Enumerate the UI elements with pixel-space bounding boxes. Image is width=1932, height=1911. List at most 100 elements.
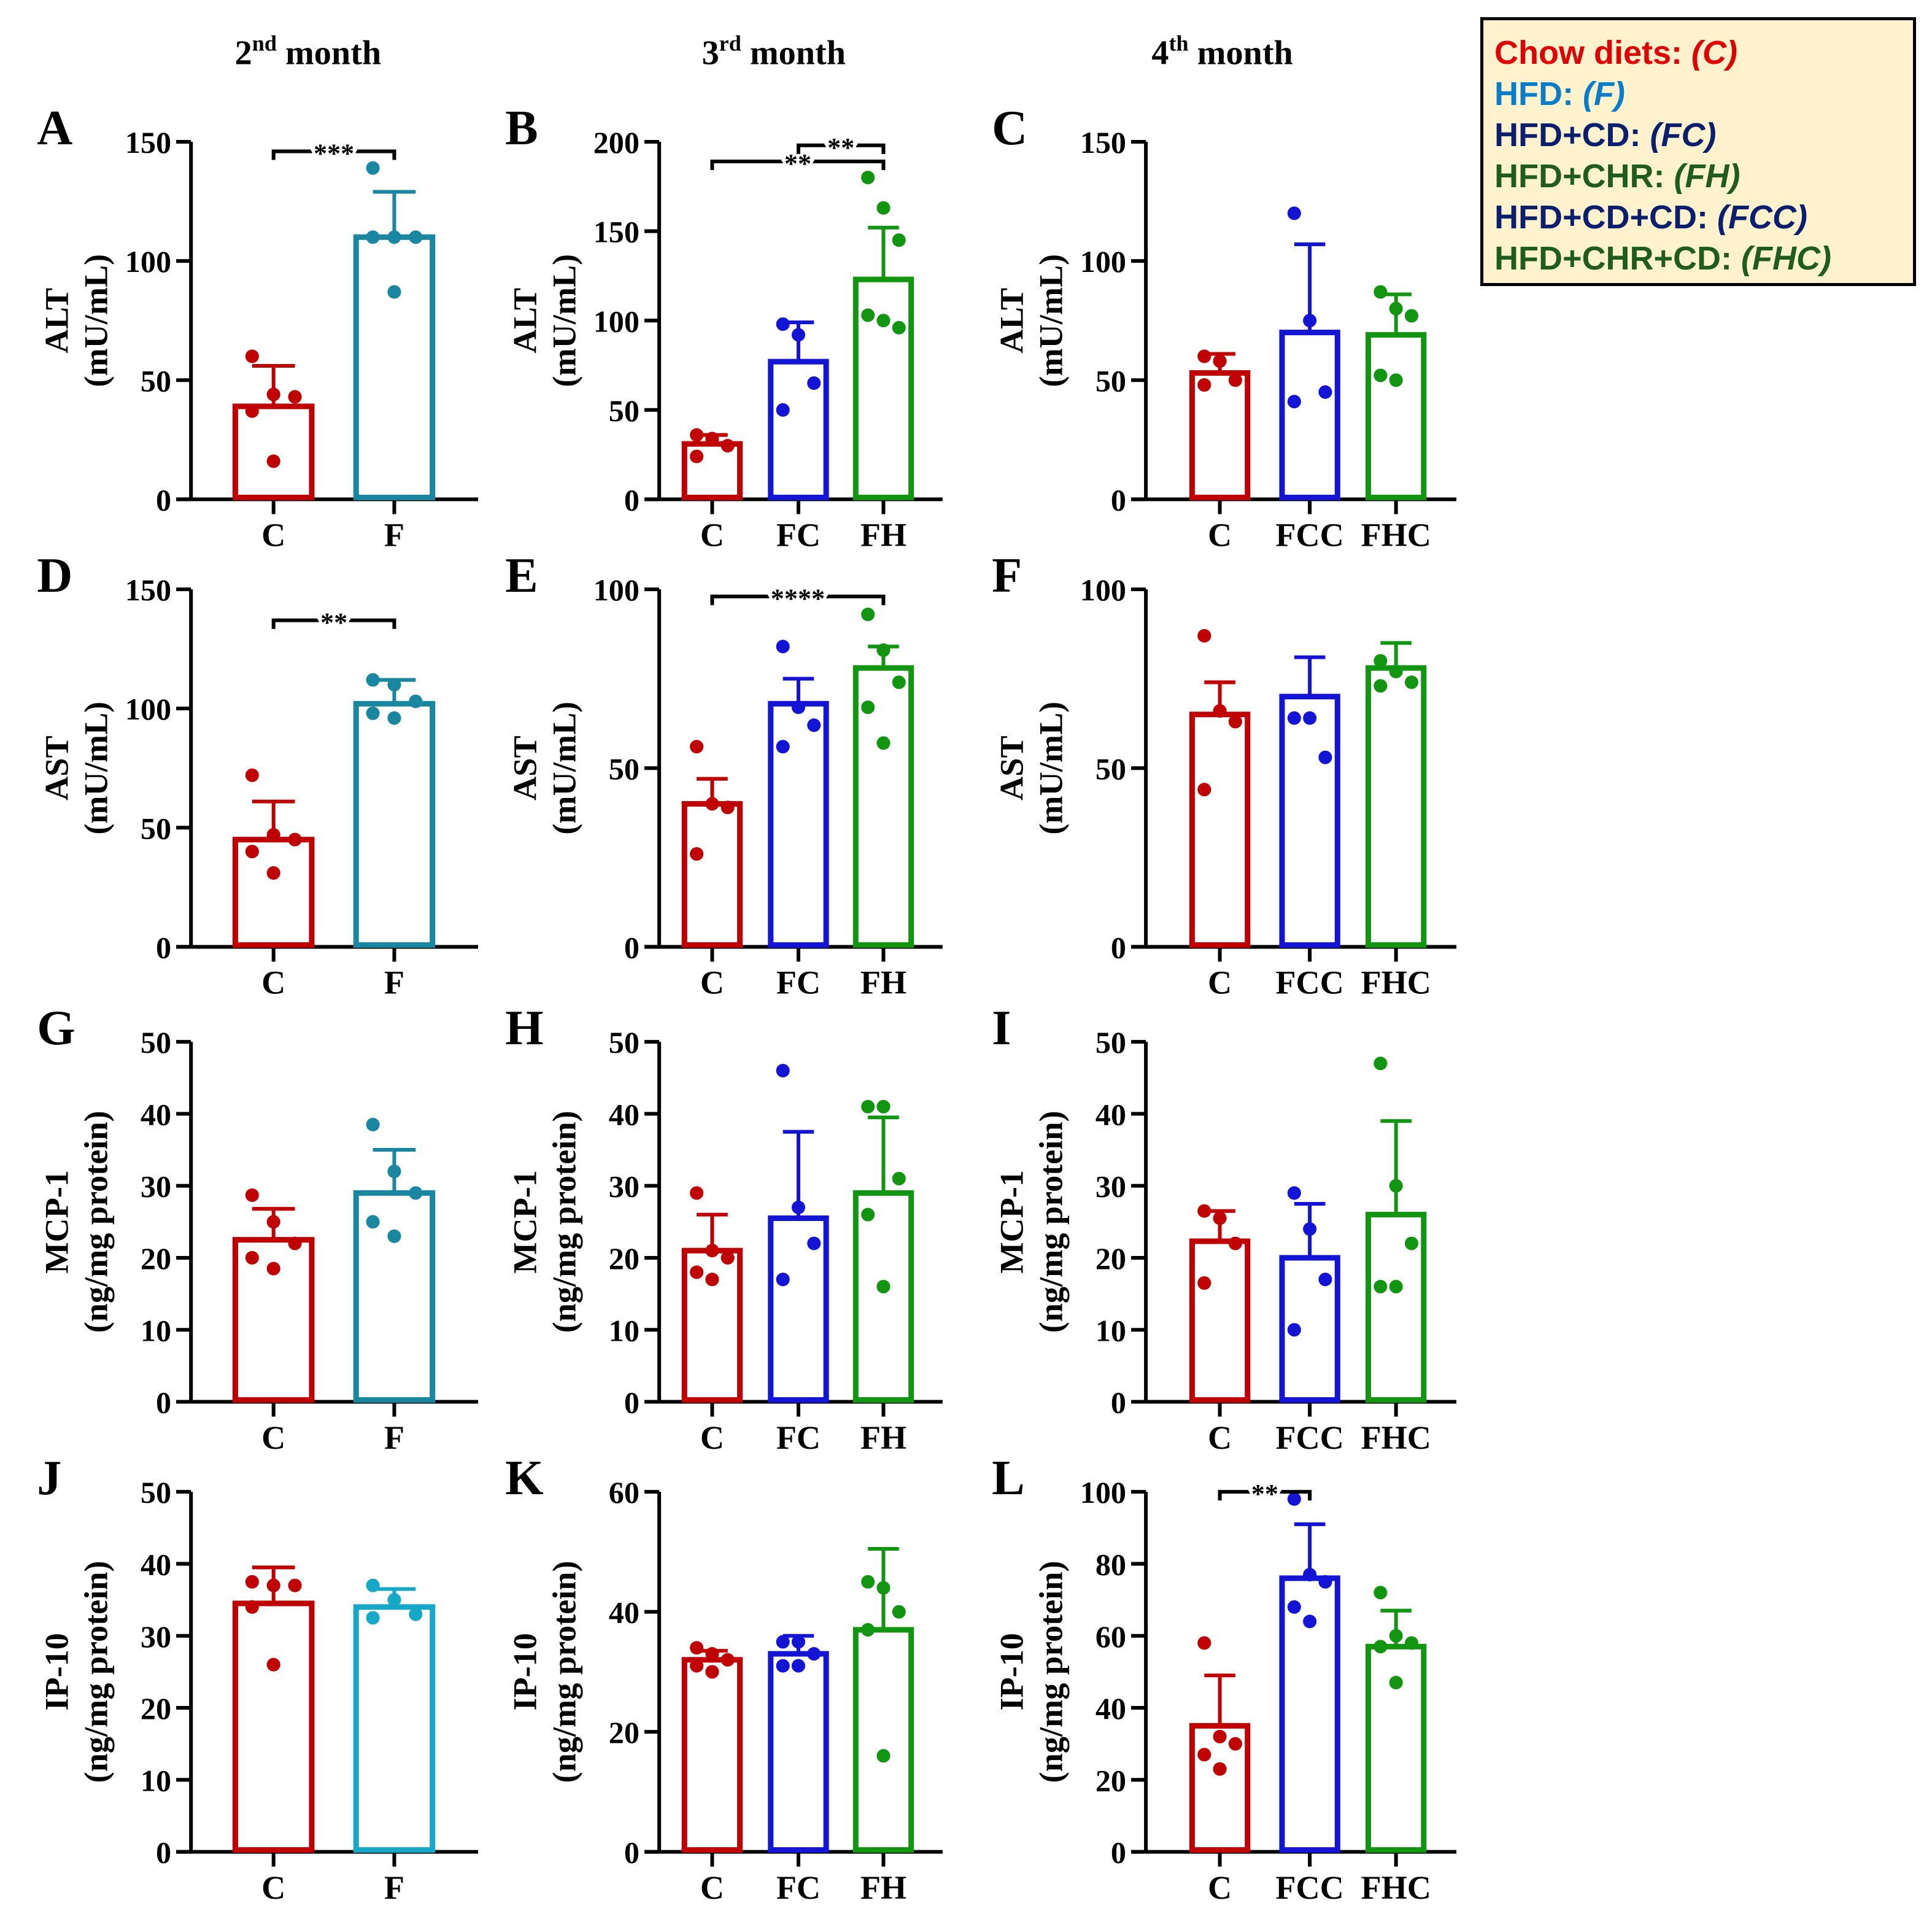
- data-point: [266, 1262, 280, 1276]
- panel-letter: I: [992, 1001, 1011, 1055]
- data-point: [791, 1200, 806, 1214]
- data-point: [861, 1207, 875, 1222]
- data-point: [721, 1653, 735, 1667]
- y-axis-label: MCP-1: [506, 1170, 543, 1274]
- data-point: [892, 1171, 906, 1185]
- y-tick-label: 20: [141, 1241, 171, 1276]
- data-point: [1287, 1600, 1301, 1614]
- data-point: [876, 1749, 891, 1763]
- data-point: [366, 1578, 380, 1592]
- data-point: [1318, 1575, 1332, 1589]
- y-axis-label: AST: [38, 735, 75, 800]
- legend-abbr: (F): [1582, 76, 1625, 112]
- x-tick-label: FC: [776, 1419, 821, 1456]
- legend-abbr: (FC): [1650, 117, 1717, 153]
- data-point: [409, 1186, 423, 1200]
- data-point: [1389, 1279, 1403, 1293]
- y-tick-label: 40: [1095, 1097, 1126, 1131]
- y-tick-label: 100: [1080, 573, 1126, 607]
- data-point: [266, 454, 280, 468]
- x-tick-label: FC: [776, 964, 821, 1001]
- x-tick-label: C: [700, 964, 724, 1001]
- bar-fc: [768, 1215, 829, 1403]
- x-tick-label: C: [261, 964, 285, 1001]
- data-point: [1197, 1204, 1211, 1218]
- x-tick-label: C: [1208, 1419, 1232, 1456]
- x-tick-label: C: [1208, 517, 1232, 554]
- panel-d: D AST (mU/mL) 0 50 100 150 C F **: [37, 548, 478, 1001]
- bar-c: [1189, 1723, 1251, 1853]
- y-axis-label: ALT: [506, 288, 543, 354]
- data-point: [1318, 385, 1332, 399]
- data-point: [1197, 783, 1211, 797]
- y-axis-unit: (mU/mL): [546, 702, 583, 835]
- data-point: [387, 1165, 401, 1179]
- x-tick-label: C: [261, 1869, 285, 1906]
- y-axis-label: AST: [993, 735, 1030, 800]
- data-point: [266, 1215, 280, 1229]
- y-axis-label: MCP-1: [993, 1170, 1030, 1274]
- column-header-number: 4: [1151, 34, 1169, 72]
- bar-fhc: [1365, 1643, 1427, 1853]
- panel-letter: J: [37, 1451, 61, 1505]
- panel-i: I MCP-1 (ng/mg protein) 0 10 20 30 40 50 C FCC FHC: [992, 1001, 1457, 1456]
- column-header-number: 2: [235, 34, 252, 72]
- y-tick-label: 0: [624, 1386, 639, 1420]
- data-point: [1213, 1762, 1227, 1776]
- y-tick-label: 30: [609, 1169, 639, 1204]
- data-point: [1213, 1211, 1227, 1225]
- y-axis-unit: (mU/mL): [1033, 254, 1070, 387]
- y-axis-label: IP-10: [506, 1633, 543, 1710]
- data-point: [245, 845, 259, 859]
- bar-fhc: [1365, 665, 1427, 948]
- data-point: [366, 1611, 380, 1625]
- bar-fhc: [1365, 1212, 1427, 1403]
- significance-label: ***: [314, 139, 354, 169]
- y-tick-label: 10: [141, 1313, 171, 1347]
- data-point: [1374, 1640, 1388, 1654]
- legend-label: HFD+CHR:: [1494, 158, 1674, 195]
- data-point: [1197, 629, 1211, 643]
- y-tick-label: 50: [1095, 363, 1126, 398]
- bar-fh: [852, 276, 914, 500]
- y-tick-label: 50: [141, 363, 171, 398]
- y-tick-label: 150: [125, 573, 171, 607]
- bar-c: [232, 1600, 315, 1853]
- data-point: [690, 740, 704, 754]
- y-axis-unit: (ng/mg protein): [1033, 1560, 1070, 1783]
- x-tick-label: C: [700, 1419, 724, 1456]
- data-point: [1374, 285, 1388, 299]
- data-point: [721, 438, 735, 453]
- y-tick-label: 40: [609, 1595, 639, 1630]
- bar-f: [353, 234, 436, 500]
- data-point: [1287, 206, 1301, 220]
- y-axis-label: IP-10: [38, 1633, 75, 1710]
- significance-label: **: [1251, 1479, 1278, 1509]
- y-tick-label: 100: [593, 304, 639, 338]
- y-tick-label: 150: [1080, 125, 1126, 160]
- x-tick-label: C: [1208, 1869, 1232, 1906]
- bar-fc: [768, 359, 829, 500]
- data-point: [245, 1600, 259, 1614]
- data-point: [1318, 750, 1332, 764]
- legend-item: HFD+CHR: (FH): [1494, 156, 1902, 197]
- legend-abbr: (C): [1691, 34, 1737, 71]
- data-point: [861, 607, 875, 621]
- y-tick-label: 30: [141, 1169, 171, 1204]
- data-point: [366, 1117, 380, 1132]
- data-point: [721, 1250, 735, 1265]
- data-point: [705, 432, 719, 446]
- column-header-text: month: [1189, 34, 1293, 72]
- y-axis-label: MCP-1: [38, 1170, 75, 1274]
- panel-letter: E: [505, 548, 538, 603]
- bar-c: [681, 800, 743, 948]
- y-tick-label: 50: [609, 751, 639, 786]
- data-point: [288, 832, 302, 847]
- significance-label: **: [827, 133, 854, 163]
- y-tick-label: 50: [609, 1025, 639, 1060]
- y-axis-unit: (mU/mL): [546, 254, 583, 387]
- x-tick-label: C: [261, 517, 285, 554]
- data-point: [288, 390, 302, 404]
- data-point: [791, 1635, 806, 1649]
- bar-fh: [852, 665, 914, 948]
